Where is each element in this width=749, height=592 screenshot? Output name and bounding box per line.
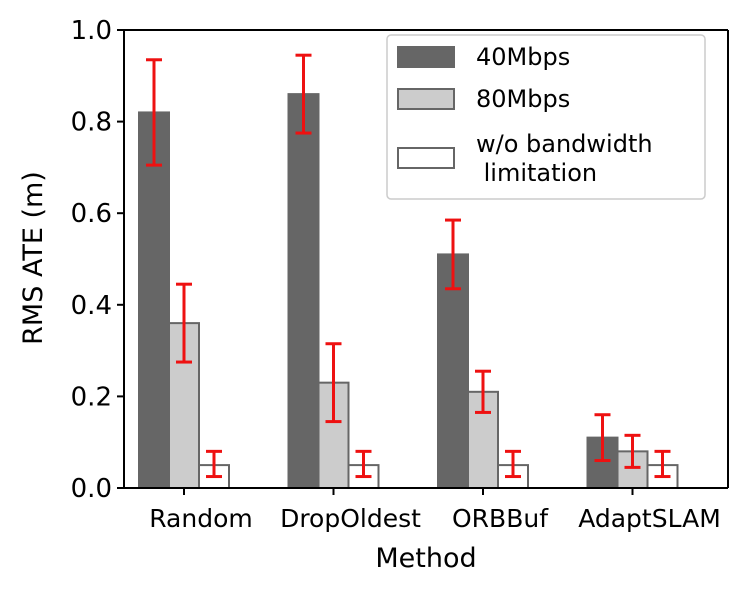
legend-label-line: 40Mbps: [476, 43, 570, 71]
x-ticks: Random DropOldest ORBBuf AdaptSLAM: [149, 488, 721, 533]
legend-label-line: w/o bandwidth: [476, 130, 653, 158]
error-bar-s1-Random: [176, 282, 192, 364]
error-bar-s1-AdaptSLAM: [624, 433, 641, 469]
x-tick-label-AdaptSLAM: AdaptSLAM: [578, 504, 721, 533]
legend-label: 80Mbps: [476, 85, 570, 113]
error-bar-s2-AdaptSLAM: [654, 449, 671, 479]
legend-label: w/o bandwidth limitation: [476, 130, 653, 187]
legend-item-1: 80Mbps: [397, 85, 570, 113]
legend-label-line: 80Mbps: [476, 85, 570, 113]
error-bar-s2-DropOldest: [355, 449, 372, 479]
bar-s0-Random: [138, 111, 170, 489]
error-bars-layer: [146, 53, 671, 479]
legend-swatch: [397, 147, 455, 169]
y-axis-title: RMS ATE (m): [18, 171, 49, 345]
bar-s0-DropOldest: [287, 93, 320, 490]
y-tick-label: 1.0: [71, 16, 112, 46]
legend: 40Mbps 80Mbps w/o bandwidth limitation: [386, 34, 706, 200]
y-tick-label: 0.2: [71, 382, 112, 412]
error-bar-s1-ORBBuf: [475, 369, 491, 414]
error-bar-s0-Random: [146, 58, 162, 167]
error-bar-s0-AdaptSLAM: [594, 413, 611, 463]
error-bar-s2-ORBBuf: [505, 449, 521, 479]
x-tick-label-Random: Random: [149, 504, 253, 533]
error-bar-s0-DropOldest: [295, 53, 312, 135]
legend-swatch: [397, 46, 455, 68]
legend-item-2: w/o bandwidth limitation: [397, 130, 653, 187]
y-tick-label: 0.6: [71, 199, 112, 229]
y-tick-label: 0.0: [71, 474, 112, 504]
y-ticks: 0.0 0.2 0.4 0.6 0.8 1.0: [71, 16, 124, 504]
y-tick-label: 0.4: [71, 291, 112, 321]
error-bar-s0-ORBBuf: [445, 218, 461, 291]
legend-label-line: limitation: [476, 159, 597, 187]
error-bar-s2-Random: [206, 449, 222, 479]
legend-item-0: 40Mbps: [397, 43, 570, 71]
x-axis-title: Method: [375, 543, 476, 574]
legend-label: 40Mbps: [476, 43, 570, 71]
error-bar-s1-DropOldest: [325, 342, 342, 424]
x-tick-label-DropOldest: DropOldest: [280, 504, 421, 533]
y-tick-label: 0.8: [71, 108, 112, 138]
axes-layer: [123, 29, 729, 489]
legend-swatch: [397, 88, 455, 110]
x-tick-label-ORBBuf: ORBBuf: [452, 504, 549, 533]
bar-s0-ORBBuf: [437, 253, 469, 489]
legend-box: [386, 34, 706, 200]
